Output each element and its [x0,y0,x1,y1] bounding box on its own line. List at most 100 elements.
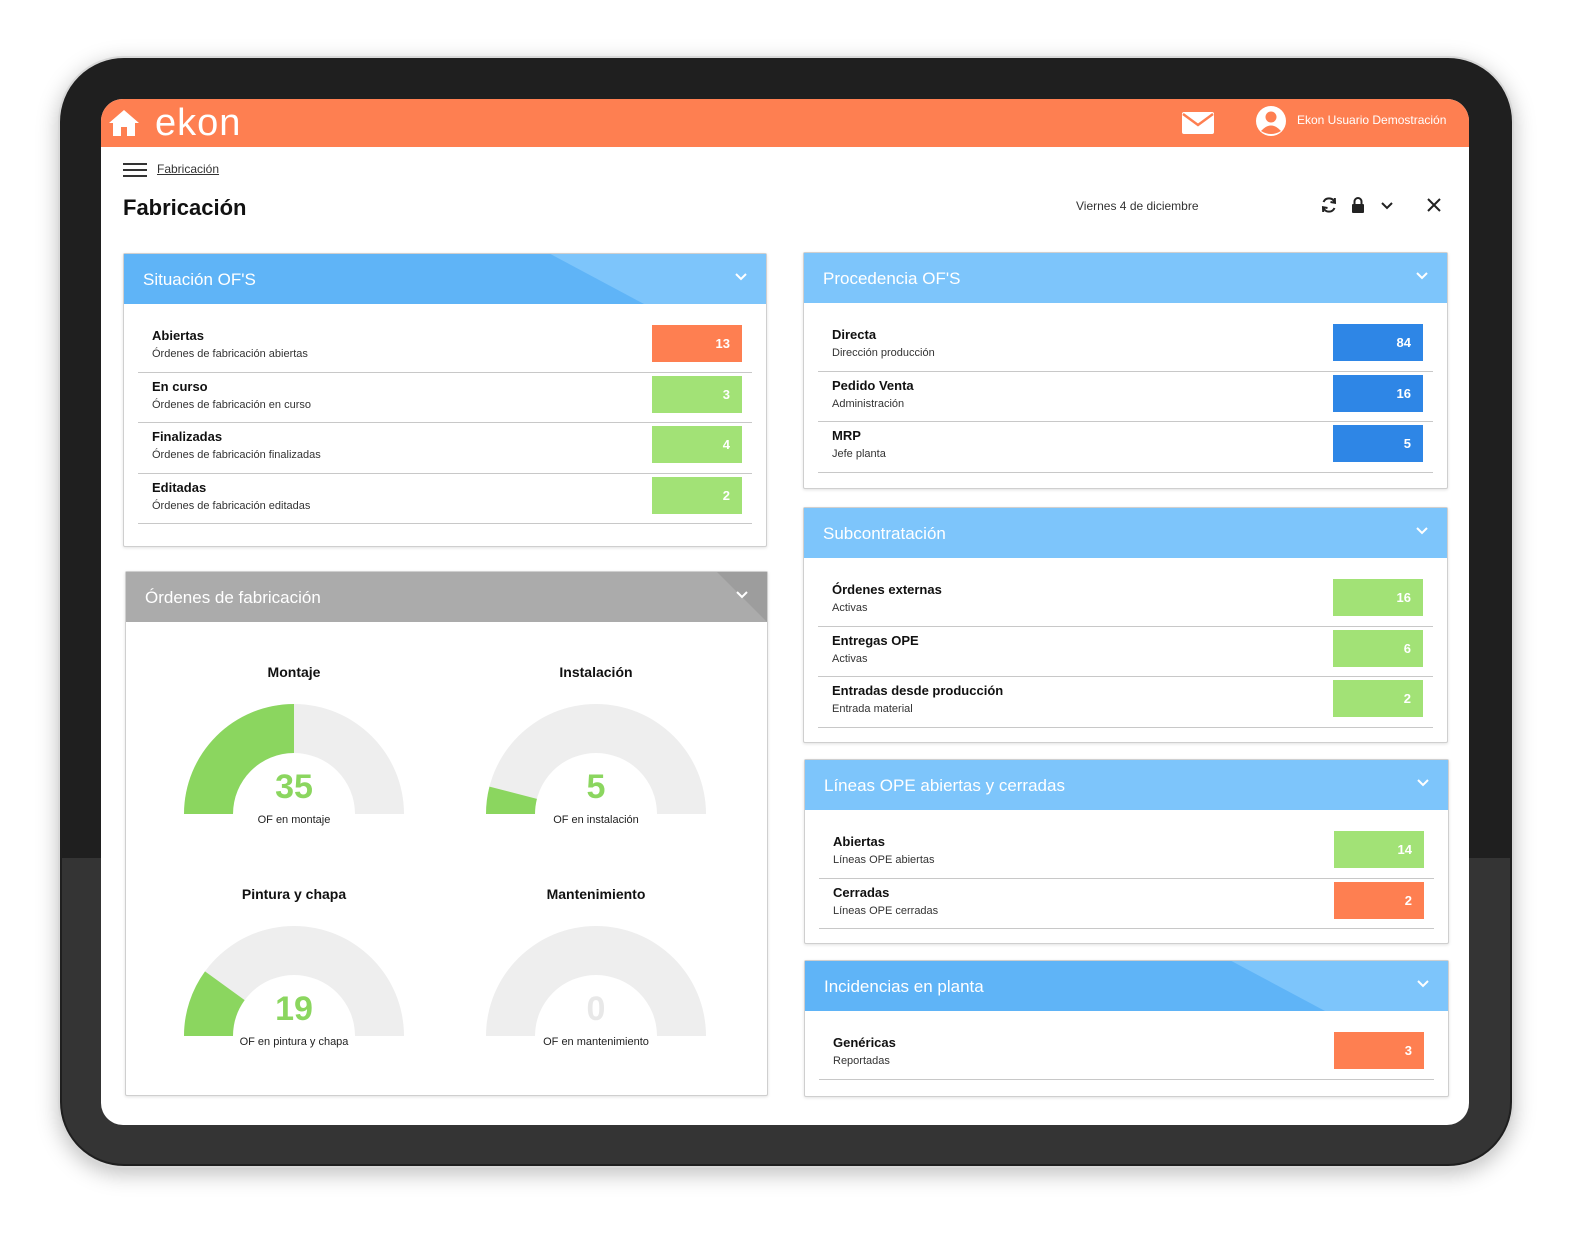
gauge-caption: OF en pintura y chapa [239,1036,349,1048]
row-title: Abiertas [833,834,886,849]
count-badge[interactable]: 2 [652,476,742,514]
row-title: Finalizadas [152,429,223,444]
logo: ekon [155,102,242,144]
gauge-title: Instalación [559,664,633,680]
refresh-icon[interactable] [1319,195,1339,215]
row-title: Genéricas [833,1035,896,1050]
row-subtitle: Órdenes de fabricación en curso [152,398,311,411]
list-item[interactable]: Abiertas Órdenes de fabricación abiertas 1… [138,322,752,373]
chevron-down-icon[interactable] [1377,195,1397,215]
row-title: Directa [832,327,877,342]
count-badge[interactable]: 16 [1333,579,1423,616]
gauge: Montaje 35 OF en montaje [174,664,414,844]
card-header[interactable]: Órdenes de fabricación [126,572,767,622]
card-situacion: Situación OF'S Abiertas Órdenes de fabric… [123,253,767,547]
card-header[interactable]: Líneas OPE abiertas y cerradas [805,760,1448,810]
page-title: Fabricación [123,195,247,220]
list-item[interactable]: Genéricas Reportadas 3 [819,1029,1434,1080]
card-title: Líneas OPE abiertas y cerradas [824,776,1065,795]
list-item[interactable]: Pedido Venta Administración 16 [818,372,1433,422]
count-badge[interactable]: 2 [1333,680,1423,717]
chevron-down-icon[interactable] [734,272,748,282]
row-title: Órdenes externas [832,582,942,597]
top-bar: ekon Ekon Usuario Demostración [101,99,1469,147]
gauge-chart [184,926,404,1036]
row-subtitle: Dirección producción [832,347,935,359]
list-item[interactable]: Editadas Órdenes de fabricación editadas 2 [138,474,752,524]
card-title: Órdenes de fabricación [145,588,321,607]
menu-icon[interactable] [123,162,147,178]
count-badge[interactable]: 84 [1333,324,1423,361]
count-badge[interactable]: 13 [652,325,742,362]
row-title: Entregas OPE [832,632,919,648]
gauge-fill [486,786,537,814]
chevron-down-icon[interactable] [735,590,749,600]
mail-icon[interactable] [1181,111,1215,135]
count-badge[interactable]: 5 [1333,425,1423,462]
gauge: Instalación 5 OF en instalación [476,664,716,844]
gauge-value: 5 [586,768,606,806]
gauge-chart [184,704,404,814]
breadcrumb[interactable]: Fabricación [157,162,220,176]
chevron-down-icon[interactable] [1416,979,1430,989]
card-title: Incidencias en planta [824,977,984,996]
close-icon[interactable] [1424,195,1444,215]
user-name[interactable]: Ekon Usuario Demostración [1297,113,1447,127]
list-item[interactable]: En curso Órdenes de fabricación en curso 3 [138,373,752,423]
count-badge[interactable]: 4 [652,426,742,463]
gauge-title: Pintura y chapa [241,886,347,902]
row-subtitle: Administración [832,397,905,410]
list-item[interactable]: Órdenes externas Activas 16 [818,576,1433,627]
chevron-down-icon[interactable] [1416,778,1430,788]
gauge-chart [486,926,706,1036]
card-header[interactable]: Situación OF'S [124,254,766,304]
card-subcontratacion: Subcontratación Órdenes externas Activas 1… [803,507,1448,743]
list-item[interactable]: Entregas OPE Activas 6 [818,627,1433,677]
user-avatar-icon[interactable] [1255,105,1287,137]
row-subtitle: Reportadas [833,1055,890,1067]
count-badge[interactable]: 6 [1333,629,1423,667]
rows-list: Órdenes externas Activas 16 Entregas OPE Act… [804,558,1447,728]
list-item[interactable]: Finalizadas Órdenes de fabricación finali… [138,423,752,474]
list-item[interactable]: Directa Dirección producción 84 [818,321,1433,372]
gauge-fill [184,704,294,814]
gauge-fill [184,971,245,1036]
card-header[interactable]: Subcontratación [804,508,1447,558]
row-title: Cerradas [833,884,890,900]
row-title: En curso [152,378,208,394]
list-item[interactable]: Cerradas Líneas OPE cerradas 2 [819,879,1434,929]
rows-list: Abiertas Órdenes de fabricación abiertas 1… [124,304,766,524]
date-label: Viernes 4 de diciembre [1076,199,1199,213]
chevron-down-icon[interactable] [1415,526,1429,536]
gauge-caption: OF en instalación [553,814,639,826]
chevron-down-icon[interactable] [1415,271,1429,281]
card-header[interactable]: Incidencias en planta [805,961,1448,1011]
row-subtitle: Jefe planta [832,448,886,460]
count-badge[interactable]: 3 [652,375,742,413]
rows-list: Directa Dirección producción 84 Pedido Vent… [804,303,1447,473]
count-badge[interactable]: 14 [1334,831,1424,868]
gauge-chart [486,704,706,814]
list-item[interactable]: MRP Jefe planta 5 [818,422,1433,473]
gauge: Mantenimiento 0 OF en mantenimiento [476,886,716,1066]
row-subtitle: Órdenes de fabricación editadas [152,499,311,512]
rows-list: Abiertas Líneas OPE abiertas 14 Cerradas Lín… [805,810,1448,929]
gauge-track [486,704,706,814]
row-title: Pedido Venta [832,377,914,393]
list-item[interactable]: Entradas desde producción Entrada materia… [818,677,1433,728]
home-icon[interactable] [107,107,141,139]
row-subtitle: Líneas OPE abiertas [833,854,935,866]
gauge-track [486,926,706,1036]
rows-list: Genéricas Reportadas 3 [805,1011,1448,1080]
card-lineas-ope: Líneas OPE abiertas y cerradas Abiertas L… [804,759,1449,944]
card-header[interactable]: Procedencia OF'S [804,253,1447,303]
card-ordenes: Órdenes de fabricación Montaje 35 OF en mo… [125,571,768,1096]
gauge-value: 35 [275,768,313,806]
row-title: MRP [832,428,861,443]
lock-icon[interactable] [1348,195,1368,215]
count-badge[interactable]: 2 [1334,881,1424,919]
count-badge[interactable]: 16 [1333,374,1423,412]
count-badge[interactable]: 3 [1334,1032,1424,1069]
gauge-value: 0 [586,990,606,1028]
list-item[interactable]: Abiertas Líneas OPE abiertas 14 [819,828,1434,879]
